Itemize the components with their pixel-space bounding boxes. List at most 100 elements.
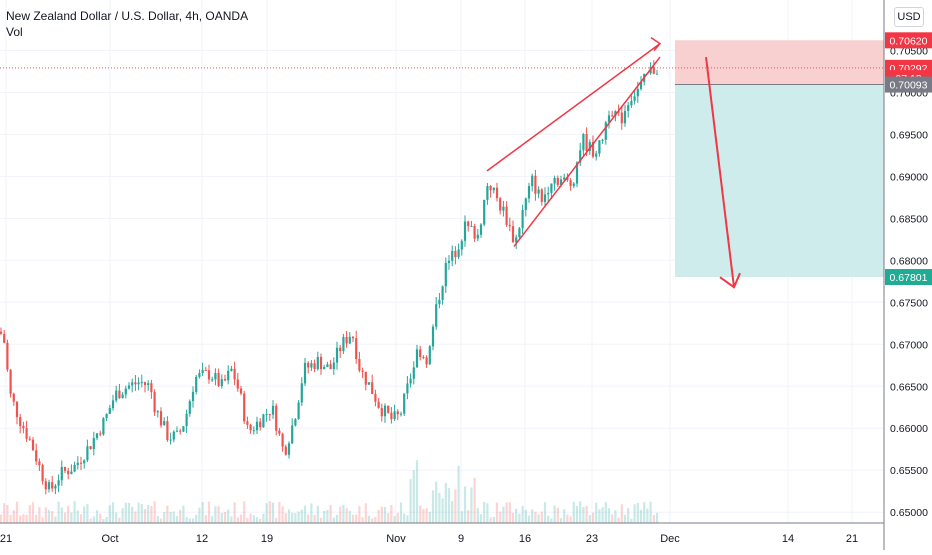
volume-bar bbox=[358, 505, 361, 523]
candle-body bbox=[515, 237, 518, 243]
candle-body bbox=[175, 430, 179, 432]
volume-bar bbox=[380, 506, 383, 523]
volume-bar bbox=[374, 516, 377, 523]
candle-body bbox=[83, 460, 86, 464]
volume-bar bbox=[140, 504, 143, 523]
volume-bar bbox=[243, 501, 246, 523]
candle-body bbox=[108, 408, 111, 414]
candle-body bbox=[585, 134, 588, 151]
volume-bar bbox=[47, 510, 51, 523]
candle-body bbox=[188, 401, 191, 414]
candle-body bbox=[409, 378, 412, 384]
volume-bar bbox=[41, 517, 44, 523]
target-arrow-line bbox=[705, 56, 735, 288]
volume-bar bbox=[153, 501, 156, 523]
volume-bar bbox=[364, 503, 367, 523]
candle-body bbox=[623, 110, 627, 124]
candle-body bbox=[220, 379, 223, 387]
candle-body bbox=[390, 412, 393, 420]
candle-body bbox=[89, 446, 92, 450]
symbol-title[interactable]: New Zealand Dollar / U.S. Dollar, 4h, OA… bbox=[6, 9, 249, 23]
candle-body bbox=[415, 349, 419, 368]
grid bbox=[0, 0, 884, 523]
candle-body bbox=[543, 194, 547, 202]
volume-bar bbox=[111, 502, 115, 523]
candle-body bbox=[438, 299, 441, 305]
volume-bar bbox=[435, 481, 438, 523]
volume-bar bbox=[185, 517, 188, 523]
volume-bar bbox=[367, 515, 371, 523]
volume-bar bbox=[67, 505, 70, 523]
candle-body bbox=[131, 382, 134, 386]
candle-body bbox=[582, 134, 585, 151]
candle-body bbox=[492, 187, 495, 191]
volume-bar bbox=[227, 509, 230, 523]
volume-bar bbox=[540, 511, 543, 523]
volume-bar bbox=[233, 502, 236, 523]
take-profit-zone bbox=[675, 84, 884, 278]
volume-bar bbox=[489, 517, 492, 523]
volume-bar bbox=[406, 515, 409, 523]
candle-body bbox=[169, 439, 172, 441]
candle-body bbox=[67, 470, 70, 475]
volume-bar bbox=[547, 515, 550, 523]
candle-body bbox=[44, 481, 47, 490]
candle-body bbox=[255, 421, 259, 431]
candle-body bbox=[268, 413, 271, 415]
volume-bar bbox=[521, 505, 524, 523]
volume-bar bbox=[460, 511, 463, 523]
candle-body bbox=[150, 383, 153, 393]
candle-body bbox=[79, 462, 83, 464]
volume-bar bbox=[105, 517, 108, 523]
candle-body bbox=[598, 140, 601, 154]
candle-body bbox=[147, 383, 150, 386]
volume-bar bbox=[259, 518, 262, 523]
candle-body bbox=[15, 401, 19, 418]
candle-body bbox=[604, 122, 607, 140]
candle-body bbox=[569, 180, 572, 187]
candle-body bbox=[457, 249, 460, 258]
y-tick-label: 0.65500 bbox=[890, 465, 928, 477]
candles bbox=[0, 60, 659, 495]
position-zones[interactable] bbox=[675, 40, 884, 278]
volume-bar bbox=[508, 502, 511, 523]
drawings[interactable] bbox=[0, 37, 884, 289]
candle-body bbox=[652, 67, 655, 74]
volume-bar bbox=[623, 514, 627, 523]
volume-bar bbox=[431, 490, 435, 523]
volume-bar bbox=[38, 507, 41, 523]
candle-body bbox=[271, 405, 275, 415]
volume-bar bbox=[3, 503, 6, 523]
candle-body bbox=[470, 226, 473, 228]
candle-body bbox=[227, 370, 230, 381]
candle-body bbox=[329, 364, 332, 370]
candle-body bbox=[527, 186, 531, 199]
candle-body bbox=[454, 250, 457, 258]
candle-body bbox=[630, 100, 633, 106]
candle-body bbox=[588, 142, 591, 151]
volume-bar bbox=[150, 506, 153, 523]
volume-bar bbox=[483, 501, 486, 523]
x-tick-label: 21 bbox=[846, 533, 858, 545]
volume-bar bbox=[307, 514, 310, 523]
candle-body bbox=[518, 228, 521, 238]
volume-bar bbox=[412, 470, 415, 523]
candle-body bbox=[191, 391, 195, 402]
candle-body bbox=[28, 438, 31, 440]
candle-body bbox=[38, 461, 41, 466]
volume-bar bbox=[22, 513, 25, 523]
price-label-target: 0.67801 bbox=[890, 272, 928, 284]
volume-bar bbox=[524, 509, 527, 523]
candle-body bbox=[102, 418, 105, 435]
y-tick-label: 0.65000 bbox=[890, 507, 928, 519]
candle-body bbox=[86, 446, 89, 461]
volume-bar bbox=[6, 504, 9, 523]
candle-body bbox=[502, 206, 505, 211]
currency-button[interactable]: USD bbox=[894, 7, 924, 27]
volume-bar bbox=[553, 505, 556, 523]
candle-body bbox=[351, 336, 355, 339]
volume-label[interactable]: Vol bbox=[6, 25, 23, 39]
candle-body bbox=[524, 198, 527, 210]
